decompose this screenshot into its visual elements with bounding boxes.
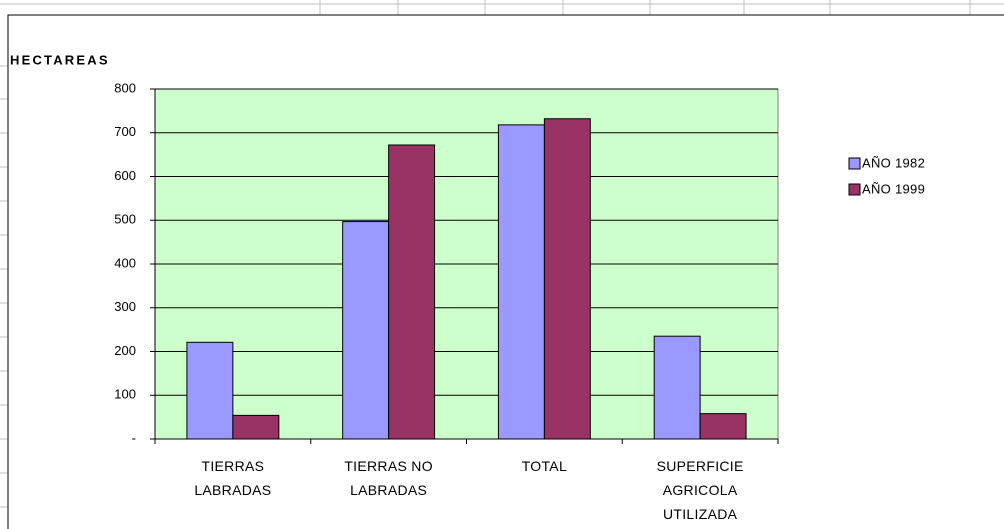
bar [186, 341, 234, 440]
y-tick-label: 400 [114, 255, 136, 270]
legend-swatch [848, 157, 861, 170]
bar [342, 221, 390, 440]
y-tick-label: 200 [114, 343, 136, 358]
y-tick-label: 500 [114, 212, 136, 227]
x-tick-label: SUPERFICIE AGRICOLA UTILIZADA [656, 458, 744, 522]
sheet-grid [0, 0, 1004, 508]
bar [388, 144, 436, 440]
y-axis-title: HECTAREAS [10, 52, 110, 67]
x-tick-label: TIERRAS NO LABRADAS [344, 458, 433, 498]
bar [497, 124, 545, 440]
y-tick-label: 800 [114, 80, 136, 95]
x-tick-label: TIERRAS LABRADAS [194, 458, 272, 498]
bar [653, 335, 701, 440]
y-tick-label: 100 [114, 387, 136, 402]
legend-swatch [848, 183, 861, 196]
bar [699, 413, 747, 440]
legend-label: AÑO 1999 [862, 181, 925, 196]
legend-label: AÑO 1982 [862, 155, 925, 170]
bar [232, 414, 280, 440]
y-tick-label: 600 [114, 168, 136, 183]
bar [543, 118, 591, 440]
y-tick-label: - [132, 430, 136, 445]
x-tick-label: TOTAL [521, 458, 568, 474]
y-tick-label: 700 [114, 124, 136, 139]
y-tick-label: 300 [114, 299, 136, 314]
